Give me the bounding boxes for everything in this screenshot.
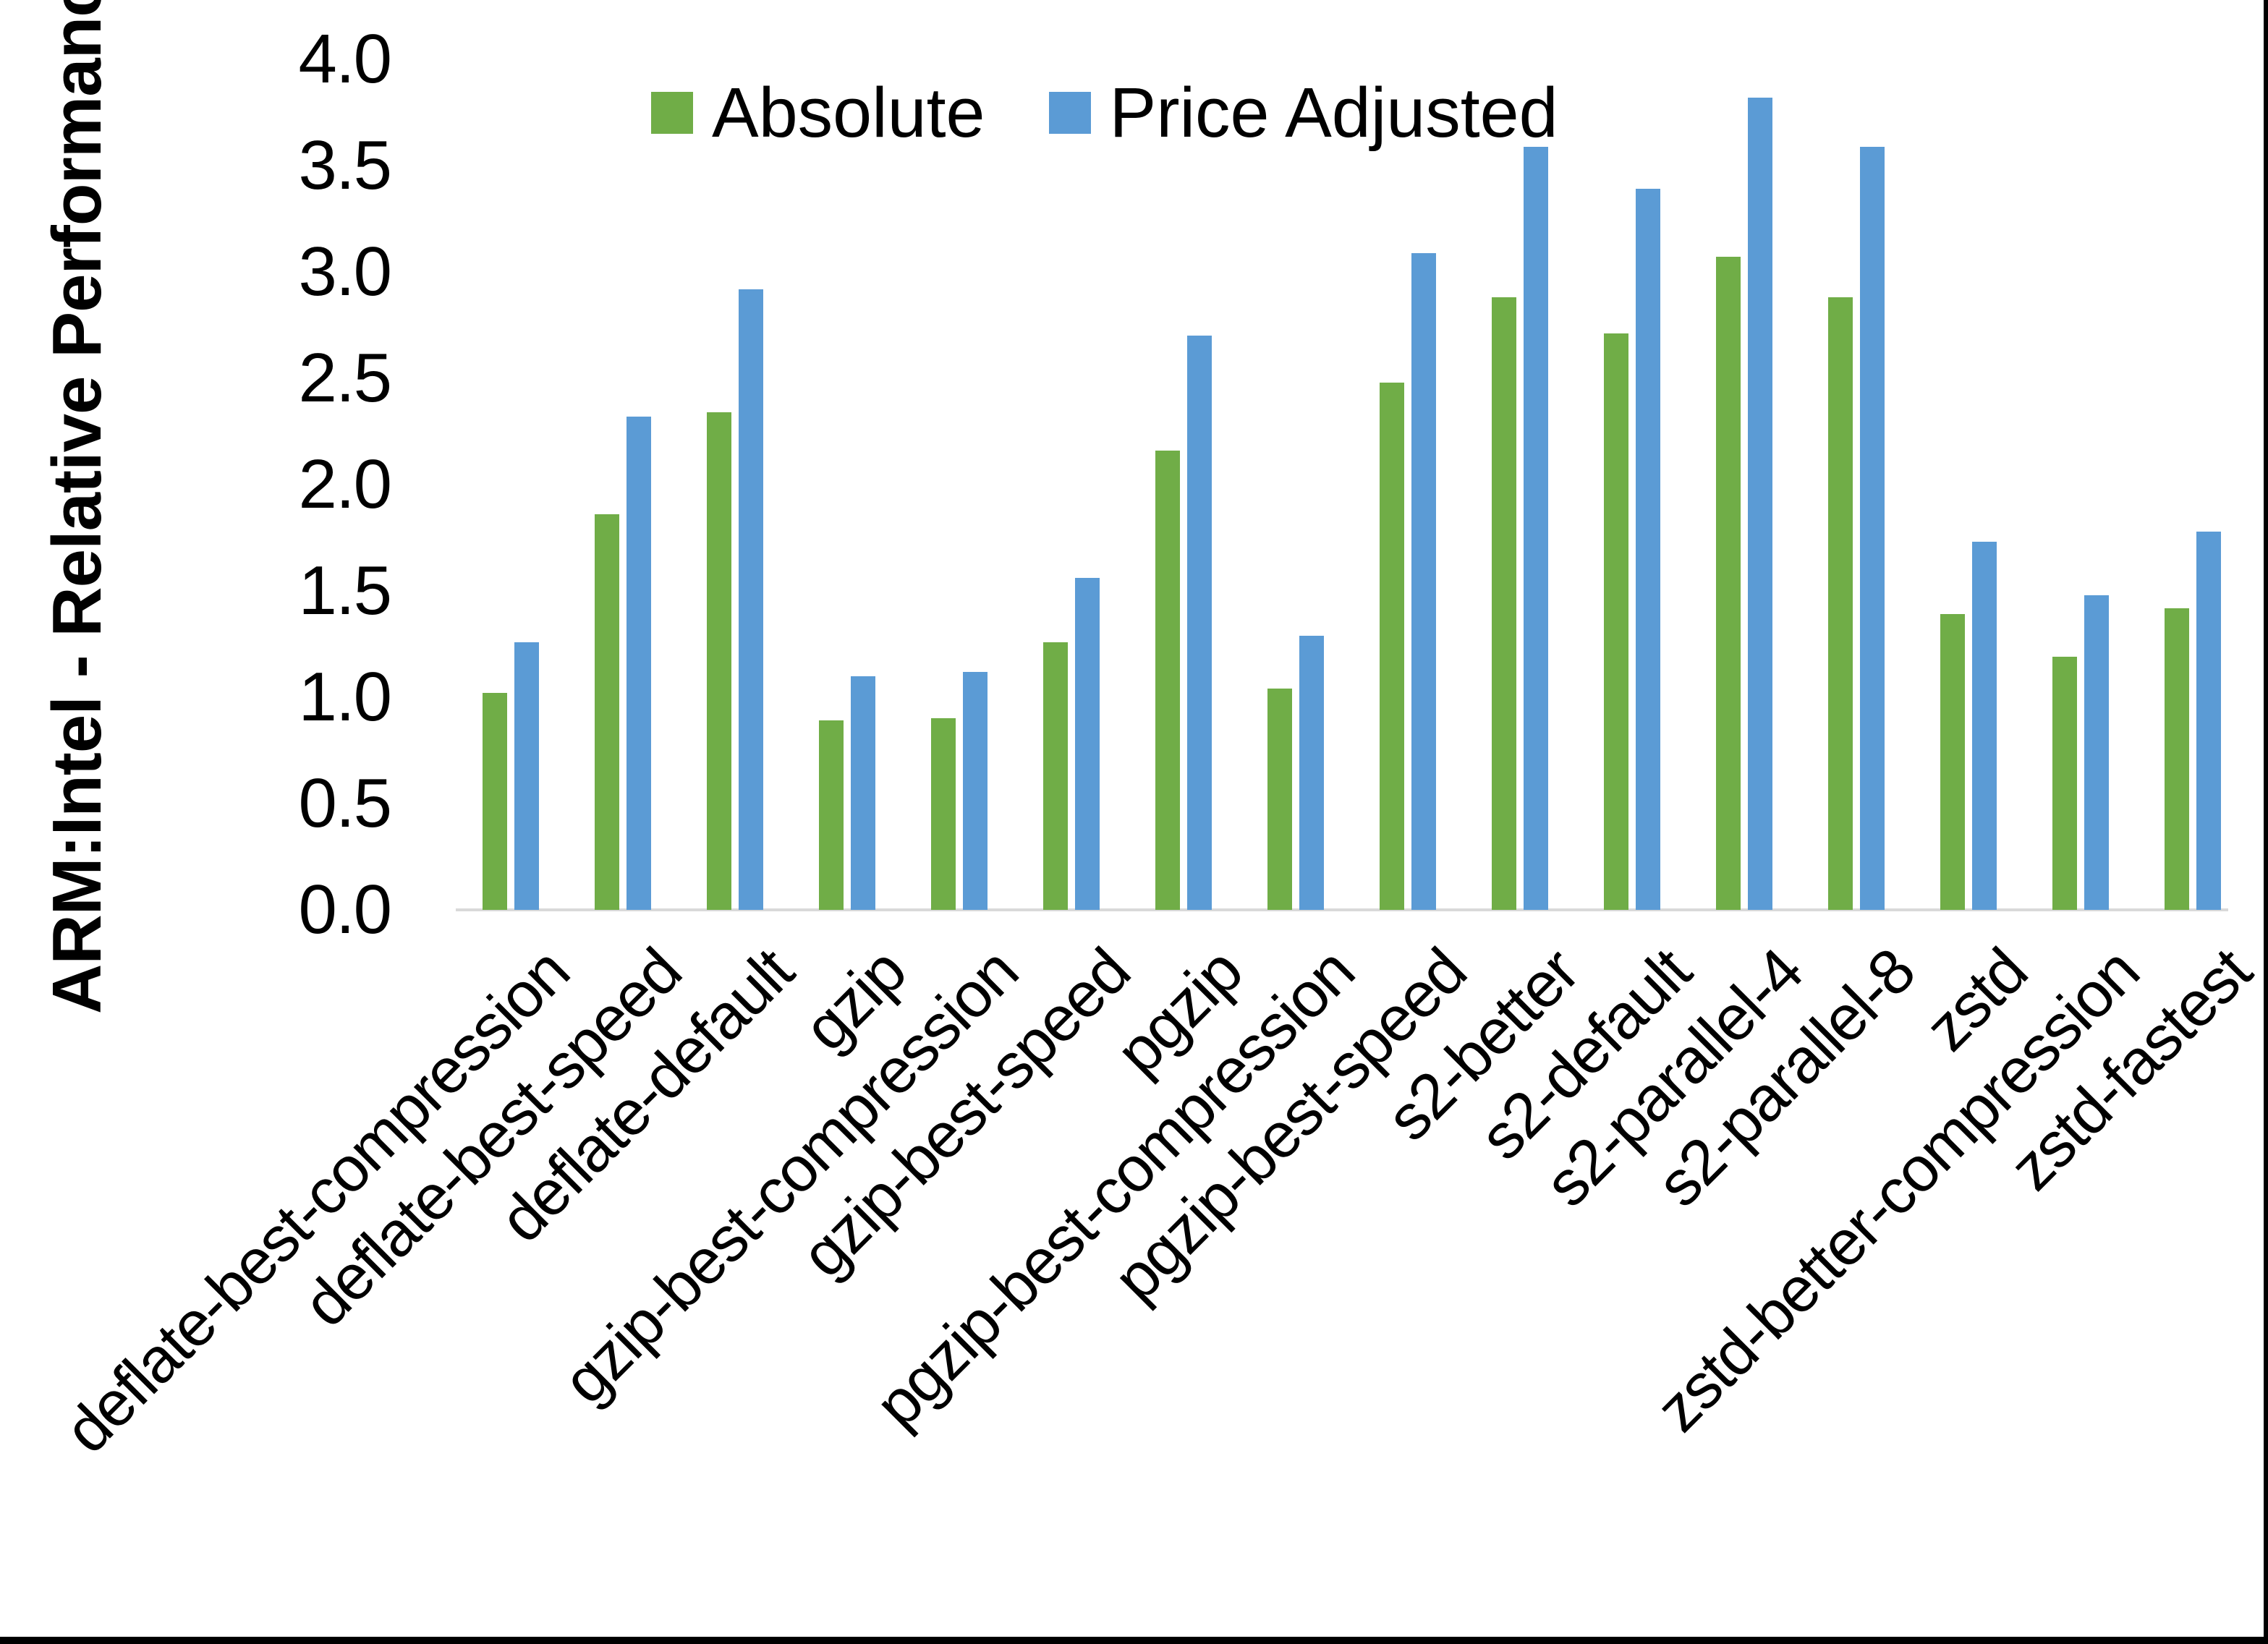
bar-absolute-pgzip-best-speed	[1380, 383, 1404, 910]
bar-price-adjusted-gzip-best-speed	[1075, 578, 1100, 910]
bar-absolute-s2-default	[1604, 333, 1628, 910]
bar-price-adjusted-s2-parallel-4	[1748, 98, 1772, 910]
legend-label: Absolute	[712, 73, 985, 152]
bar-absolute-gzip-best-compression	[931, 718, 956, 910]
y-tick-label: 1.0	[298, 658, 392, 736]
screen-edge-right	[2264, 0, 2268, 1644]
bar-absolute-deflate-best-speed	[595, 514, 619, 910]
bar-absolute-deflate-best-compression	[483, 693, 507, 910]
screen-edge-bottom	[0, 1637, 2268, 1644]
legend-item: Price Adjusted	[1048, 72, 1558, 153]
y-tick-label: 3.0	[298, 233, 392, 310]
bar-absolute-deflate-default	[707, 412, 731, 910]
y-axis-title: ARM:Intel - Relative Performance	[38, 0, 116, 1014]
bar-absolute-s2-parallel-8	[1828, 297, 1853, 910]
bar-price-adjusted-s2-parallel-8	[1860, 147, 1885, 910]
bar-absolute-s2-parallel-4	[1716, 257, 1741, 910]
bar-absolute-gzip-best-speed	[1043, 642, 1068, 910]
bar-price-adjusted-deflate-best-speed	[627, 417, 651, 910]
bar-price-adjusted-pgzip	[1187, 336, 1212, 910]
bar-absolute-zstd-fastest	[2165, 608, 2189, 910]
y-tick-label: 0.5	[298, 764, 392, 842]
y-tick-label: 4.0	[298, 20, 392, 98]
bar-price-adjusted-s2-better	[1524, 147, 1548, 910]
legend-item: Absolute	[651, 72, 985, 153]
chart-legend: Absolute Price Adjusted	[651, 72, 1558, 153]
y-tick-label: 1.5	[298, 552, 392, 629]
bar-price-adjusted-deflate-best-compression	[514, 642, 539, 910]
x-axis-line	[456, 908, 2228, 911]
bar-price-adjusted-gzip-best-compression	[963, 672, 988, 910]
bar-absolute-pgzip	[1155, 451, 1180, 910]
legend-swatch-icon	[1048, 92, 1091, 134]
y-tick-label: 3.5	[298, 127, 392, 204]
legend-label: Price Adjusted	[1109, 73, 1558, 152]
y-tick-label: 2.5	[298, 339, 392, 417]
y-tick-label: 0.0	[298, 871, 392, 948]
bar-absolute-zstd	[1940, 614, 1965, 910]
bar-price-adjusted-pgzip-best-speed	[1411, 253, 1436, 910]
bar-price-adjusted-s2-default	[1636, 189, 1660, 910]
bar-absolute-pgzip-best-compression	[1267, 689, 1292, 910]
legend-swatch-icon	[651, 92, 693, 134]
bar-price-adjusted-pgzip-best-compression	[1299, 636, 1324, 910]
bar-price-adjusted-deflate-default	[739, 289, 763, 910]
bar-absolute-gzip	[819, 720, 844, 910]
bar-price-adjusted-zstd-fastest	[2196, 532, 2221, 910]
bar-price-adjusted-zstd-better-compression	[2084, 595, 2109, 910]
bar-absolute-s2-better	[1492, 297, 1516, 910]
bar-absolute-zstd-better-compression	[2052, 657, 2077, 910]
bar-price-adjusted-zstd	[1972, 542, 1997, 910]
bar-price-adjusted-gzip	[851, 676, 875, 910]
y-tick-label: 2.0	[298, 446, 392, 523]
